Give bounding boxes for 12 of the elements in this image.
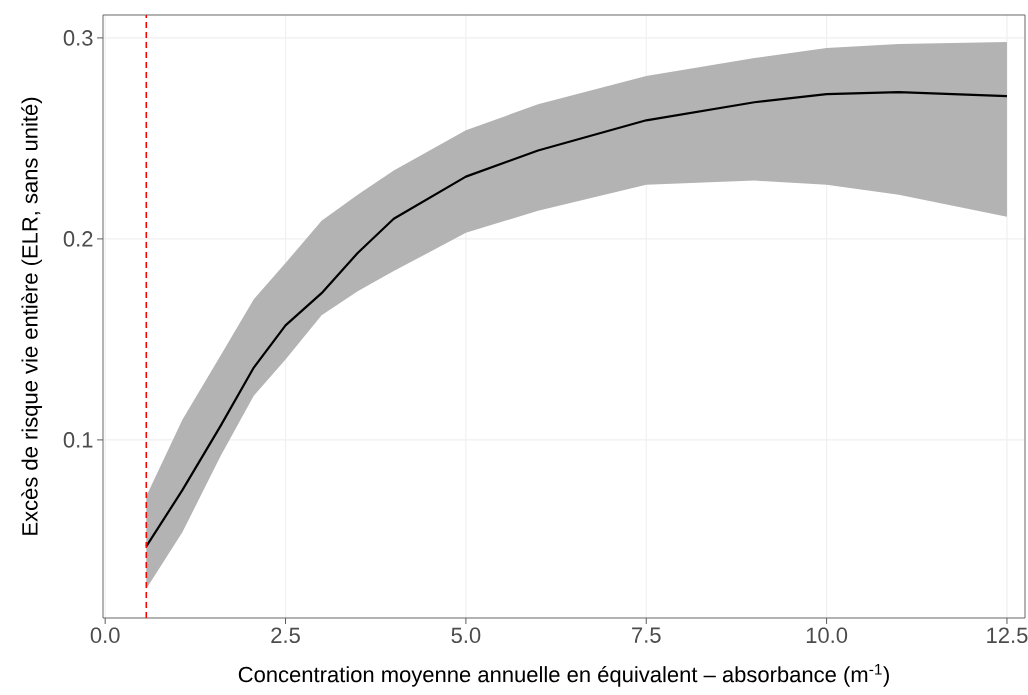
x-tick-label: 0.0 [90,627,120,644]
x-tick-label: 7.5 [632,627,661,643]
x-tick-label: 2.5 [271,627,300,644]
y-tick-label: 0.2 [63,231,93,247]
x-tick-label: 10.0 [806,627,848,644]
x-axis-title: Concentration moyenne annuelle en équivalent – absorbance (m$^{-1}$) [238,663,889,687]
x-tick-label: 5.0 [451,627,481,644]
y-tick-label: 0.3 [63,30,93,46]
y-tick-label: 0.1 [63,432,93,448]
x-tick-label: 12.5 [987,627,1028,644]
y-axis-title: Excès de risque vie entière (ELR, sans unité) [21,97,43,535]
line-series [145,91,1009,548]
